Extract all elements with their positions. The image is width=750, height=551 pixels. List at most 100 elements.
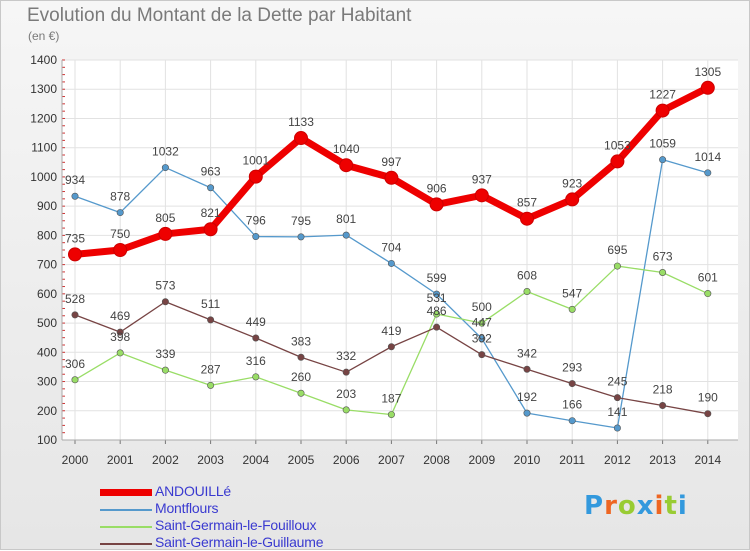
data-point [158,226,173,241]
data-point [71,376,79,384]
data-point [297,233,305,241]
data-label: 821 [201,206,221,220]
logo-letter: i [677,491,688,521]
data-label: 750 [110,227,130,241]
data-label: 1001 [242,154,269,168]
chart-title: Evolution du Montant de la Dette par Hab… [27,5,412,26]
data-label: 997 [381,155,401,169]
data-point [613,262,621,270]
data-point [207,316,215,324]
logo-letter: i [654,491,665,521]
data-label: 1032 [152,145,179,159]
data-label: 528 [65,292,85,306]
data-point [700,80,715,95]
data-point [342,231,350,239]
data-point [161,164,169,172]
x-tick-label: 2008 [423,453,450,467]
data-label: 166 [562,398,582,412]
data-label: 673 [653,250,673,264]
logo-letter: o [617,491,637,521]
data-point [207,381,215,389]
legend-label: ANDOUILLé [155,483,232,499]
data-label: 287 [201,362,221,376]
data-label: 1040 [333,142,360,156]
legend-swatch [100,526,152,528]
data-point [116,209,124,217]
x-tick-label: 2005 [288,453,315,467]
data-point [342,406,350,414]
data-label: 342 [517,346,537,360]
data-labels: 934 878 1032 963 796 795 801 704 599 447 192 166 141… [65,65,721,419]
data-label: 1305 [694,65,721,79]
data-label: 260 [291,370,311,384]
data-label: 963 [201,165,221,179]
data-point [116,328,124,336]
x-tick-label: 2011 [559,453,585,467]
data-label: 805 [155,211,175,225]
data-point [252,334,260,342]
data-label: 704 [381,240,401,254]
data-point [161,298,169,306]
logo-letter: t [664,491,678,521]
y-tick-label: 1100 [31,141,57,155]
proxiti-logo: Proxiti [584,491,688,521]
data-label: 801 [336,212,356,226]
x-tick-label: 2003 [197,453,224,467]
data-label: 392 [472,332,492,346]
data-point [297,353,305,361]
data-point [565,192,580,207]
data-point [387,259,395,267]
data-point [568,305,576,313]
data-label: 339 [155,347,175,361]
data-label: 923 [562,176,582,190]
x-tick-label: 2006 [333,453,360,467]
data-point [339,158,354,173]
data-label: 695 [607,243,627,257]
logo-letter: P [584,491,605,521]
data-label: 547 [562,286,582,300]
data-label: 878 [110,190,130,204]
data-label: 511 [201,297,220,311]
axes: 100 200 300 400 500 600 700 800 900 1000 1100 1200 1… [30,53,738,467]
data-point [704,169,712,177]
data-point [474,188,489,203]
data-label: 1133 [288,115,314,129]
data-point [207,184,215,192]
x-tick-label: 2009 [468,453,495,467]
data-point [613,394,621,402]
data-label: 203 [336,387,356,401]
data-label: 1227 [649,88,676,102]
data-point [68,247,82,262]
data-point [568,380,576,388]
data-label: 937 [472,172,492,186]
data-point [478,335,486,343]
data-point [704,410,712,418]
data-label: 306 [65,357,85,371]
data-label: 187 [381,392,401,406]
data-point [523,409,531,417]
data-point [659,402,667,410]
data-label: 383 [291,334,311,348]
data-point [161,366,169,374]
data-point [71,311,79,319]
y-tick-label: 1400 [30,53,57,67]
y-tick-label: 800 [37,228,57,242]
x-tick-label: 2004 [242,453,269,467]
data-point [252,233,260,241]
x-tick-label: 2013 [649,453,676,467]
x-tick-label: 2001 [107,453,134,467]
x-tick-label: 2002 [152,453,179,467]
data-point [387,411,395,419]
data-point [433,310,441,318]
data-point [248,169,263,184]
data-point [659,156,667,164]
data-label: 192 [517,390,537,404]
data-label: 316 [246,354,266,368]
data-label: 447 [472,316,492,330]
data-label: 486 [427,304,447,318]
data-point [478,319,486,327]
data-point [384,170,399,185]
data-label: 573 [155,279,175,293]
data-point [203,222,218,237]
data-label: 293 [562,361,582,375]
